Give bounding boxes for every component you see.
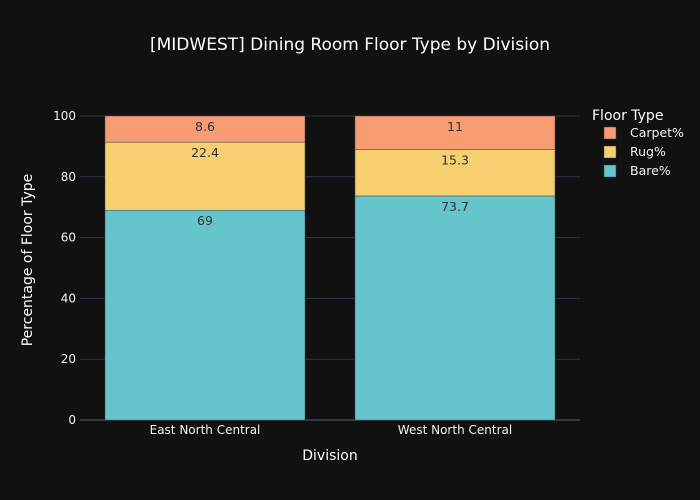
x-axis-ticks: East North Central West North Central bbox=[150, 423, 513, 437]
bar-rug-0 bbox=[104, 141, 306, 211]
bars bbox=[104, 115, 556, 421]
bar-value-label: 11 bbox=[447, 119, 463, 134]
legend-swatch bbox=[603, 126, 617, 140]
legend-entry: Rug% bbox=[630, 144, 666, 159]
y-axis-title: Percentage of Floor Type bbox=[20, 174, 36, 347]
legend: Floor Type Carpet% Rug% Bare% bbox=[592, 108, 684, 178]
legend-entry: Carpet% bbox=[630, 125, 684, 140]
y-tick-label: 80 bbox=[61, 170, 76, 184]
bar-value-label: 73.7 bbox=[441, 199, 469, 214]
bar-value-label: 69 bbox=[197, 213, 213, 228]
y-tick-label: 40 bbox=[61, 291, 76, 305]
y-tick-label: 20 bbox=[61, 352, 76, 366]
y-tick-label: 100 bbox=[53, 109, 76, 123]
legend-entry: Bare% bbox=[630, 163, 671, 178]
y-tick-label: 60 bbox=[61, 231, 76, 245]
bar-carpet-1 bbox=[354, 115, 556, 150]
bar-value-label: 15.3 bbox=[441, 152, 469, 167]
bar-labels: 69 22.4 8.6 73.7 15.3 11 bbox=[191, 119, 469, 228]
y-tick-label: 0 bbox=[68, 413, 76, 427]
legend-swatch bbox=[603, 164, 617, 178]
y-axis-ticks: 0 20 40 60 80 100 bbox=[53, 109, 76, 427]
bar-carpet-0 bbox=[104, 115, 306, 143]
bar-value-label: 22.4 bbox=[191, 145, 219, 160]
bar-bare-1 bbox=[354, 195, 556, 421]
legend-swatch bbox=[603, 145, 617, 159]
x-tick-label: East North Central bbox=[150, 423, 261, 437]
legend-title: Floor Type bbox=[592, 108, 663, 124]
bar-value-label: 8.6 bbox=[195, 119, 215, 134]
x-axis-title: Division bbox=[302, 448, 357, 464]
chart-title: [MIDWEST] Dining Room Floor Type by Divi… bbox=[150, 35, 550, 55]
x-tick-label: West North Central bbox=[398, 423, 512, 437]
bar-bare-0 bbox=[104, 209, 306, 421]
bar-rug-1 bbox=[354, 149, 556, 197]
